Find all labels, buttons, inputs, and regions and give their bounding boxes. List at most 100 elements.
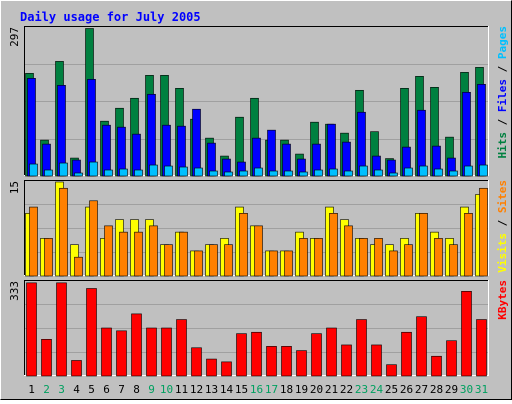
- bar-pages: [479, 164, 488, 177]
- day-label: 16: [250, 383, 263, 396]
- bar-kbytes: [401, 331, 412, 377]
- bar-pages: [464, 165, 473, 177]
- bar-sites: [254, 225, 263, 277]
- bar-pages: [149, 164, 158, 177]
- bar-kbytes: [371, 344, 382, 377]
- bar-pages: [254, 167, 263, 177]
- legend-separator: /: [496, 59, 509, 79]
- day-label: 15: [235, 383, 248, 396]
- day-label: 26: [400, 383, 413, 396]
- bar-pages: [404, 167, 413, 177]
- bar-sites: [419, 213, 428, 277]
- day-label: 2: [43, 383, 50, 396]
- max-label-2: 15: [8, 181, 21, 194]
- bar-pages: [89, 161, 98, 177]
- bar-kbytes: [281, 346, 292, 377]
- day-label: 7: [118, 383, 125, 396]
- bar-sites: [359, 238, 368, 277]
- bar-kbytes: [146, 327, 157, 377]
- day-label: 23: [355, 383, 368, 396]
- bar-kbytes: [446, 340, 457, 377]
- bar-kbytes: [101, 327, 112, 377]
- bar-kbytes: [341, 344, 352, 377]
- bar-kbytes: [251, 331, 262, 377]
- day-label: 5: [88, 383, 95, 396]
- chart-title: Daily usage for July 2005: [20, 10, 201, 24]
- bar-sites: [134, 231, 143, 277]
- bar-kbytes: [356, 319, 367, 377]
- bar-files: [192, 108, 201, 177]
- bar-kbytes: [416, 316, 427, 377]
- bar-kbytes: [431, 355, 442, 377]
- bar-pages: [344, 170, 353, 177]
- bar-pages: [104, 169, 113, 177]
- day-label: 6: [103, 383, 110, 396]
- legend-item-kbytes: KBytes: [496, 280, 509, 320]
- bar-pages: [284, 170, 293, 177]
- bar-kbytes: [296, 350, 307, 377]
- bar-sites: [479, 187, 488, 277]
- plot-border-dark-1: [24, 26, 489, 176]
- bar-sites: [29, 206, 38, 277]
- bar-sites: [389, 250, 398, 277]
- bar-pages: [299, 171, 308, 177]
- bar-kbytes: [311, 333, 322, 377]
- bar-pages: [269, 170, 278, 177]
- bar-sites: [104, 225, 113, 277]
- bar-sites: [119, 231, 128, 277]
- bar-pages: [419, 165, 428, 177]
- bar-sites: [89, 200, 98, 277]
- day-label: 21: [325, 383, 338, 396]
- bar-pages: [44, 169, 53, 177]
- bar-sites: [449, 244, 458, 277]
- bar-pages: [194, 167, 203, 177]
- bar-kbytes: [461, 291, 472, 377]
- bar-sites: [149, 225, 158, 277]
- day-label: 18: [280, 383, 293, 396]
- bar-sites: [74, 256, 83, 277]
- bar-pages: [119, 168, 128, 177]
- day-label: 20: [310, 383, 323, 396]
- bar-kbytes: [266, 346, 277, 377]
- bar-pages: [224, 171, 233, 177]
- day-label: 27: [415, 383, 428, 396]
- bar-kbytes: [86, 288, 97, 377]
- bar-sites: [179, 231, 188, 277]
- bar-pages: [59, 162, 68, 177]
- bar-sites: [209, 244, 218, 277]
- day-label: 8: [133, 383, 140, 396]
- bar-pages: [239, 170, 248, 177]
- legend-2: Visits / Sites: [496, 180, 509, 273]
- legend-1: Hits / Files / Pages: [496, 26, 509, 159]
- bar-pages: [449, 170, 458, 177]
- day-label: 3: [58, 383, 65, 396]
- bar-kbytes: [161, 327, 172, 377]
- bar-pages: [134, 169, 143, 177]
- bar-sites: [464, 213, 473, 277]
- legend-item-visits: Visits: [496, 233, 509, 273]
- day-label: 24: [370, 383, 384, 396]
- day-label: 19: [295, 383, 308, 396]
- bar-pages: [29, 163, 38, 177]
- bar-pages: [389, 172, 398, 177]
- bar-pages: [359, 165, 368, 177]
- bar-pages: [434, 168, 443, 177]
- bar-sites: [59, 187, 68, 277]
- bar-kbytes: [116, 330, 127, 377]
- bar-files: [27, 78, 36, 177]
- day-label: 17: [265, 383, 278, 396]
- bar-kbytes: [41, 339, 52, 377]
- bar-sites: [269, 250, 278, 277]
- bar-kbytes: [71, 360, 82, 377]
- bar-sites: [164, 244, 173, 277]
- legend-item-hits: Hits: [496, 132, 509, 159]
- plot-border-dark-3: [24, 280, 489, 376]
- bar-sites: [314, 238, 323, 277]
- day-label: 22: [340, 383, 353, 396]
- bar-kbytes: [221, 361, 232, 377]
- legend-item-pages: Pages: [496, 26, 509, 59]
- bar-sites: [404, 244, 413, 277]
- plot-border-dark-2: [24, 180, 489, 276]
- day-label: 25: [385, 383, 398, 396]
